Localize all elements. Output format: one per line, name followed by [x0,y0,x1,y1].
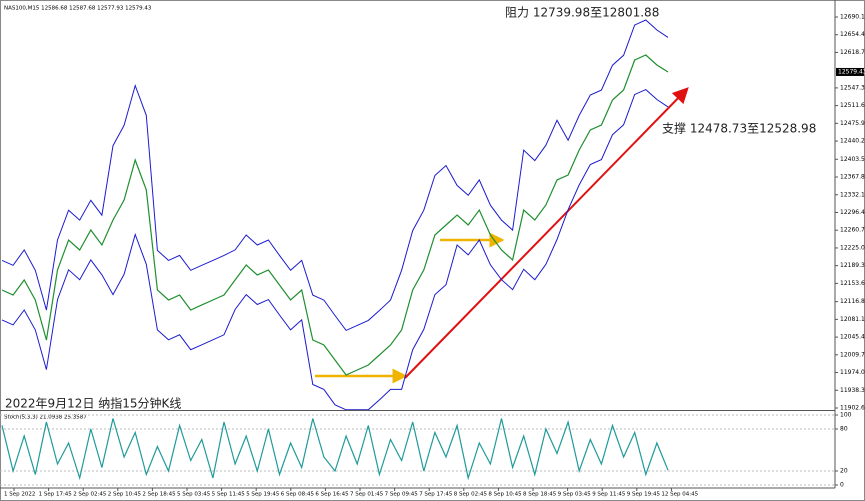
x-tick-label: 1 Sep 2022 [4,492,35,498]
support-arrow [404,87,689,379]
y-tick-label: 12296.40 [840,209,865,216]
y-tick-label: 12403.55 [840,156,865,163]
x-tick-label: 8 Sep 02:45 [454,492,488,498]
y-tick-label: 12511.65 [840,102,865,109]
x-tick-label: 12 Sep 04:45 [661,492,698,498]
y-tick-label: 12332.10 [840,191,865,198]
y-tick-label: 12116.85 [840,298,865,305]
y-tick-label: 80 [840,426,848,433]
y-tick-label: 12440.25 [840,138,865,145]
y-tick-label: 11902.65 [840,404,865,411]
y-tick-label: 12547.35 [840,84,865,91]
y-tick-label: 12475.95 [840,120,865,127]
y-tick-label: 12260.70 [840,227,865,234]
plot-area [1,418,669,481]
y-tick-label: 0 [840,481,844,488]
x-tick-label: 2 Sep 18:45 [142,492,176,498]
y-tick-label: 12081.15 [840,316,865,323]
x-tick-label: 2 Sep 02:45 [73,492,107,498]
chart-caption: 2022年9月12日 纳指15分钟K线 [5,396,181,411]
x-tick-label: 2 Sep 10:45 [108,492,142,498]
x-tick-label: 6 Sep 08:45 [281,492,315,498]
x-tick-label: 5 Sep 19:45 [246,492,280,498]
series-line [1,418,669,481]
y-tick-label: 12690.15 [840,13,865,20]
x-tick-label: 9 Sep 11:45 [592,492,626,498]
y-tick-label: 12189.30 [840,262,865,269]
last-price-label: 12579.43 [838,68,865,75]
y-tick-label: 12045.45 [840,334,865,341]
x-tick-label: 8 Sep 10:45 [488,492,522,498]
y-tick-label: 12367.85 [840,174,865,181]
symbol-header: NAS100,M15 12586.68 12587.68 12577.93 12… [4,6,152,12]
y-tick-label: 11938.35 [840,387,865,394]
y-tick-label: 12225.00 [840,244,865,251]
x-tick-label: 8 Sep 18:45 [523,492,557,498]
resistance-note: 阻力 12739.98至12801.88 [505,6,659,20]
x-tick-label: 7 Sep 09:45 [385,492,419,498]
series-line [1,89,669,410]
y-tick-label: 100 [840,412,852,419]
x-tick-label: 7 Sep 01:45 [350,492,384,498]
y-tick-label: 12153.60 [840,280,865,287]
y-tick-label: 11974.05 [840,369,865,376]
series-line [1,19,669,332]
y-tick-label: 12618.75 [840,49,865,56]
stoch-header: Stoch(5,3,3) 21.0938 25.3587 [4,415,87,421]
y-tick-label: 12009.75 [840,351,865,358]
x-tick-label: 5 Sep 03:45 [177,492,211,498]
y-tick-label: 12654.45 [840,31,865,38]
series-line [1,54,669,376]
x-tick-label: 1 Sep 17:45 [39,492,73,498]
plot-area [1,19,669,410]
y-tick-label: 20 [840,467,848,474]
support-note: 支撑 12478.73至12528.98 [662,121,816,136]
x-tick-label: 9 Sep 19:45 [627,492,661,498]
x-tick-label: 6 Sep 16:45 [315,492,349,498]
x-tick-label: 9 Sep 03:45 [558,492,592,498]
last-price-box [836,67,864,76]
x-tick-label: 7 Sep 17:45 [419,492,453,498]
x-tick-label: 5 Sep 11:45 [212,492,246,498]
